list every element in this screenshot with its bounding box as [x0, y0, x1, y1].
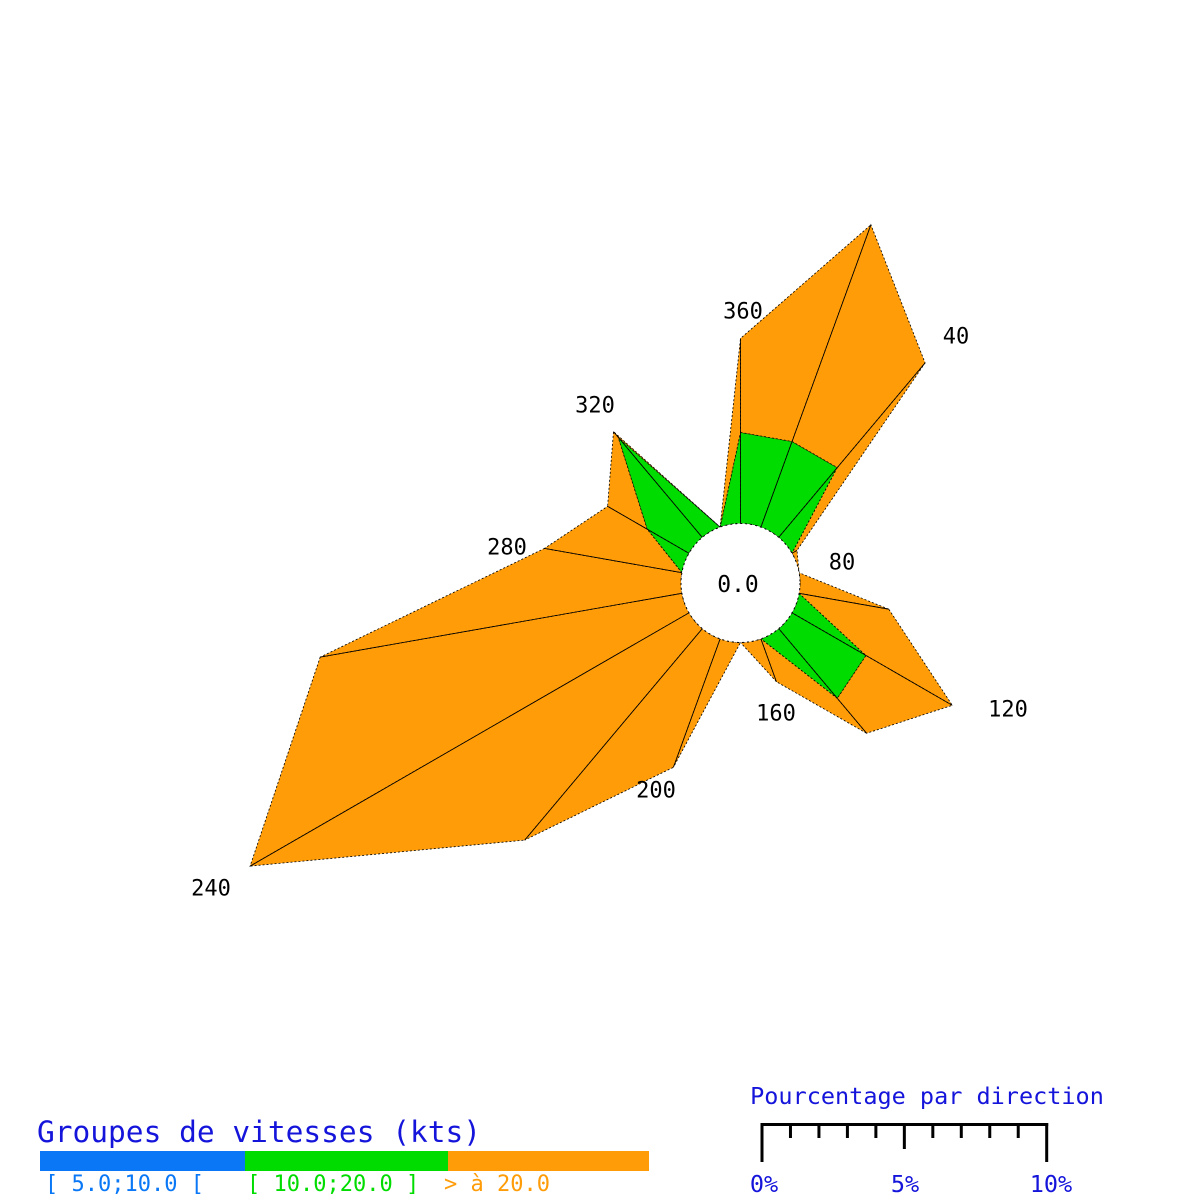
- legend-speed-groups: Groupes de vitesses (kts) [ 5.0;10.0 [ […: [37, 1115, 649, 1197]
- petal-band-2-260: [320, 547, 683, 658]
- direction-ray-260: [320, 592, 682, 658]
- scale-tick-0: 0%: [750, 1170, 778, 1198]
- direction-label-200: 200: [636, 779, 676, 804]
- calm-percentage-label: 0.0: [717, 572, 759, 598]
- petal-band-2-220: [249, 612, 703, 867]
- direction-rays: [249, 224, 953, 867]
- legend-title: Groupes de vitesses (kts): [37, 1115, 481, 1149]
- direction-label-280: 280: [487, 536, 527, 561]
- direction-ray-60: [791, 550, 798, 554]
- direction-label-320: 320: [575, 394, 615, 419]
- direction-ray-140: [778, 628, 867, 734]
- scale-tick-5: 5%: [891, 1170, 919, 1198]
- scale-tick-10: 10%: [1030, 1170, 1072, 1198]
- petal-band-2-320: [613, 431, 721, 528]
- legend-label-10-20: [ 10.0;20.0 ]: [247, 1172, 419, 1197]
- direction-ray-40: [778, 362, 926, 538]
- petal-band-2-340: [719, 338, 741, 528]
- direction-ray-220: [524, 628, 703, 841]
- direction-labels: 40 80 120 160 200 240 280 320 360: [191, 300, 1028, 902]
- direction-label-160: 160: [756, 702, 796, 727]
- direction-ray-120: [791, 612, 953, 706]
- petal-band-1-360: [740, 431, 793, 528]
- petal-band-1-300: [617, 436, 703, 554]
- legend-swatch-5-10: [40, 1151, 245, 1171]
- percentage-scale: Pourcentage par direction 0% 5% 10%: [750, 1082, 1104, 1198]
- direction-label-80: 80: [829, 551, 856, 576]
- scale-title: Pourcentage par direction: [750, 1082, 1104, 1110]
- direction-ray-320: [613, 431, 703, 538]
- petal-band-2-240: [249, 592, 690, 867]
- petal-band-2-360: [740, 224, 872, 442]
- direction-ray-280: [544, 548, 682, 574]
- petal-band-2-40: [790, 362, 926, 555]
- legend-label-5-10: [ 5.0;10.0 [: [45, 1172, 204, 1197]
- direction-ray-20: [760, 224, 872, 528]
- rose-petals: [249, 223, 954, 867]
- direction-label-120: 120: [988, 698, 1028, 723]
- legend-label-gt-20: > à 20.0: [444, 1172, 550, 1197]
- petal-band-2-200: [524, 628, 721, 841]
- calm-circle: [680, 523, 801, 643]
- legend-swatch-10-20: [245, 1151, 448, 1171]
- direction-ray-160: [760, 638, 777, 682]
- scale-ruler: [760, 1123, 1049, 1162]
- direction-ray-300: [607, 505, 690, 554]
- direction-ray-100: [799, 592, 889, 610]
- direction-label-360: 360: [723, 300, 763, 325]
- direction-label-240: 240: [191, 877, 231, 902]
- legend-swatch-gt-20: [448, 1151, 649, 1171]
- direction-label-40: 40: [943, 325, 970, 350]
- direction-ray-200: [673, 638, 721, 768]
- direction-ray-240: [249, 612, 690, 867]
